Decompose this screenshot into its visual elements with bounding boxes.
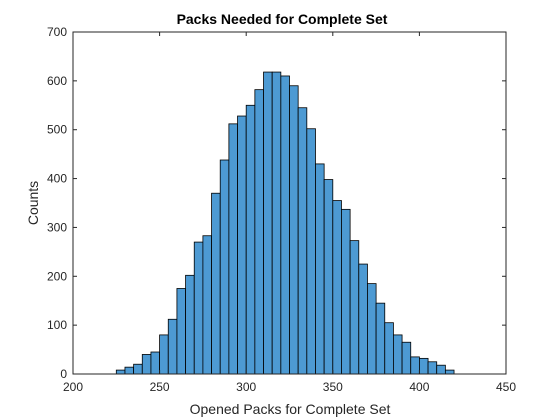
- chart-title: Packs Needed for Complete Set: [177, 11, 388, 27]
- histogram-bar: [124, 366, 135, 375]
- histogram-bar: [427, 361, 438, 375]
- y-tick-label: 500: [47, 123, 67, 137]
- x-tick-label: 400: [409, 380, 429, 394]
- histogram-bar: [306, 128, 316, 375]
- y-tick-label: 100: [47, 318, 67, 332]
- histogram-bar: [150, 351, 161, 375]
- histogram-bar: [384, 322, 394, 375]
- histogram-bar: [341, 208, 351, 375]
- histogram-bar: [358, 263, 368, 375]
- y-tick-label: 0: [60, 367, 67, 381]
- y-tick-label: 700: [47, 25, 67, 39]
- x-axis-label: Opened Packs for Complete Set: [190, 401, 391, 417]
- y-tick-label: 600: [47, 74, 67, 88]
- histogram-bar: [418, 357, 429, 375]
- x-tick-label: 250: [150, 380, 170, 394]
- histogram-bar: [245, 104, 256, 375]
- histogram-bar: [228, 123, 238, 375]
- x-tick-label: 350: [323, 380, 343, 394]
- plot-frame: [72, 31, 507, 375]
- histogram-bar: [323, 179, 334, 375]
- bar-series: [115, 71, 455, 375]
- histogram-bar: [375, 302, 386, 375]
- histogram-bar: [436, 364, 446, 375]
- histogram-bar: [115, 369, 126, 375]
- y-axis-ticks: 0 100 200 300 400 500 600 700: [47, 25, 506, 381]
- histogram-bar: [211, 192, 221, 375]
- histogram-bar: [271, 71, 282, 375]
- histogram-bar: [133, 363, 143, 375]
- histogram-bar: [332, 200, 342, 375]
- histogram-bar: [185, 274, 195, 375]
- histogram-bar: [167, 318, 178, 375]
- axes: [72, 31, 507, 375]
- histogram-bar: [263, 71, 273, 375]
- y-tick-label: 400: [47, 172, 67, 186]
- x-tick-label: 450: [496, 380, 516, 394]
- y-tick-label: 200: [47, 269, 67, 283]
- histogram-bar: [367, 283, 377, 375]
- x-axis-ticks: 200 250 300 350 400 450: [63, 32, 516, 394]
- x-tick-label: 300: [236, 380, 256, 394]
- histogram-bar: [444, 369, 455, 375]
- histogram-bar: [202, 235, 212, 375]
- histogram-bar: [410, 356, 420, 375]
- histogram-bar: [401, 341, 412, 375]
- x-tick-label: 200: [63, 380, 83, 394]
- histogram-bar: [297, 107, 308, 375]
- histogram-bar: [280, 75, 290, 375]
- histogram-bar: [393, 334, 403, 375]
- histogram-bar: [141, 354, 152, 375]
- histogram-bar: [237, 115, 247, 375]
- histogram-bar: [176, 288, 186, 375]
- y-tick-label: 300: [47, 220, 67, 234]
- histogram-bar: [289, 85, 299, 375]
- histogram-bar: [254, 89, 264, 375]
- histogram-bar: [193, 241, 204, 375]
- y-axis-label: Counts: [25, 181, 41, 225]
- histogram-bar: [349, 240, 360, 375]
- histogram-bar: [159, 334, 169, 375]
- histogram-bar: [219, 159, 230, 375]
- histogram-bar: [315, 163, 325, 375]
